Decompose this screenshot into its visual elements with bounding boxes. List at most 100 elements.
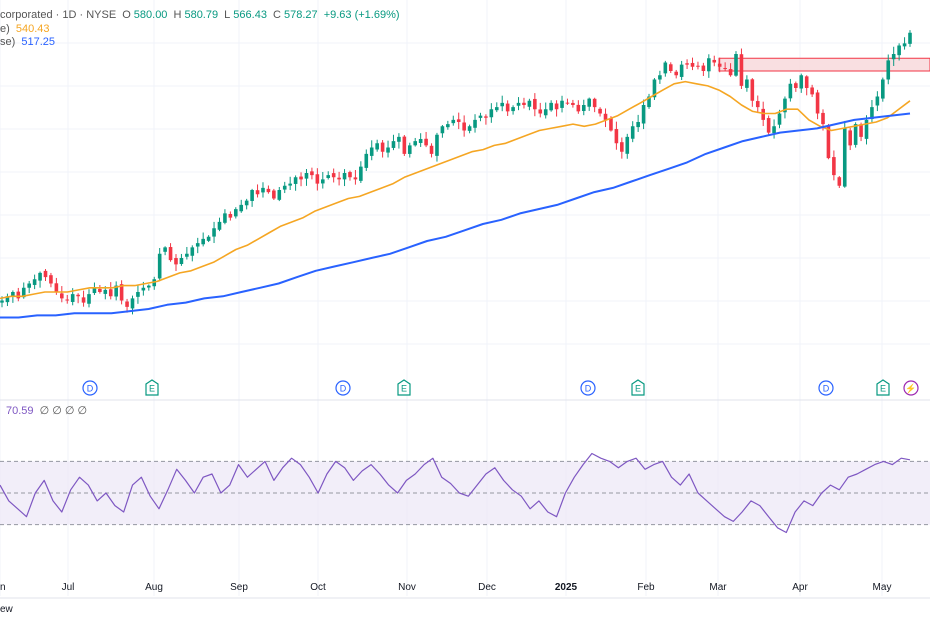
- event-marker-label: D: [87, 384, 94, 394]
- candle-body: [788, 83, 793, 99]
- candle-body: [505, 103, 510, 112]
- candle-body: [402, 136, 407, 154]
- candle-body: [212, 228, 216, 237]
- rsi-value: 70.59: [6, 405, 34, 417]
- resistance-zone: [718, 57, 930, 72]
- event-marker-label: ⚡: [905, 383, 916, 395]
- candle-body: [625, 136, 630, 154]
- candle-body: [185, 253, 189, 257]
- candle-body: [233, 209, 238, 217]
- candle-body: [136, 292, 140, 297]
- candle-body: [239, 204, 244, 212]
- dividend-marker: [580, 380, 596, 396]
- candle-body: [772, 126, 776, 134]
- x-axis-tick-label: n: [0, 582, 6, 593]
- close-label: C: [273, 9, 281, 21]
- candle-body: [440, 126, 445, 134]
- candle-body: [320, 179, 325, 184]
- candle-body: [690, 62, 695, 67]
- candle-body: [462, 122, 466, 131]
- candle-body: [375, 143, 379, 150]
- candle-body: [223, 213, 227, 223]
- candle-body: [609, 118, 613, 131]
- candle-body: [87, 294, 91, 304]
- candle-body: [407, 145, 412, 154]
- candle-body: [141, 287, 146, 291]
- candle-body: [299, 176, 303, 180]
- ma50-value: 540.43: [15, 23, 50, 35]
- candle-body: [663, 62, 668, 74]
- candle-body: [794, 83, 798, 88]
- x-axis-tick-label: May: [873, 582, 892, 593]
- candle-body: [310, 171, 314, 176]
- candle-body: [821, 112, 825, 125]
- candle-body: [446, 124, 450, 128]
- candle-body: [494, 107, 499, 111]
- earnings-marker: [631, 379, 645, 396]
- candle-body: [516, 102, 521, 106]
- candle-body: [5, 296, 10, 303]
- candle-body: [565, 102, 570, 104]
- candle-body: [397, 136, 401, 142]
- candle-body: [217, 221, 222, 230]
- event-marker-label: E: [880, 384, 886, 394]
- candle-body: [103, 289, 108, 294]
- x-axis-tick-label: Sep: [230, 582, 248, 593]
- candle-body: [92, 287, 97, 294]
- candle-body: [712, 59, 717, 63]
- candle-body: [348, 172, 352, 178]
- candle-body: [163, 247, 167, 252]
- earnings-marker: [397, 379, 411, 396]
- candle-body: [826, 125, 831, 159]
- candle-body: [647, 96, 651, 108]
- candle-body: [533, 98, 537, 110]
- x-axis-tick-label: Oct: [310, 582, 326, 593]
- open-value: 580.00: [133, 9, 168, 21]
- candle-body: [353, 177, 358, 180]
- candle-body: [201, 238, 205, 245]
- candle-body: [282, 185, 287, 190]
- candle-body: [870, 107, 874, 120]
- event-marker-label: D: [585, 384, 592, 394]
- candle-body: [478, 115, 483, 118]
- candle-body: [522, 102, 526, 105]
- candle-body: [326, 175, 331, 178]
- candle-body: [261, 187, 265, 193]
- candle-body: [168, 247, 173, 261]
- candle-body: [38, 272, 42, 281]
- candle-body: [244, 200, 249, 206]
- ma50-label: e): [0, 23, 10, 35]
- candle-body: [429, 145, 434, 154]
- x-axis-tick-label: Dec: [478, 582, 496, 593]
- candle-body: [554, 103, 559, 110]
- candle-body: [723, 68, 727, 70]
- candle-body: [511, 107, 515, 112]
- candle-body: [707, 58, 711, 72]
- candle-body: [630, 126, 635, 139]
- x-axis-tick-label: Apr: [792, 582, 808, 593]
- candle-body: [652, 79, 657, 98]
- candle-body: [549, 102, 553, 111]
- candle-body: [848, 130, 852, 146]
- candle-body: [255, 190, 260, 195]
- candle-body: [620, 142, 624, 152]
- candle-body: [755, 101, 760, 108]
- event-marker-label: D: [823, 384, 830, 394]
- rsi-legend: 70.59 ∅ ∅ ∅ ∅: [6, 404, 90, 417]
- candle-body: [277, 190, 282, 200]
- candle-body: [304, 173, 309, 179]
- x-axis-tick-label: Jul: [62, 582, 75, 593]
- rsi-line: [0, 452, 911, 534]
- candle-body: [679, 64, 684, 77]
- dividend-marker: [818, 380, 834, 396]
- candle-body: [125, 301, 129, 307]
- candle-body: [369, 147, 374, 156]
- candle-body: [43, 270, 48, 278]
- candle-body: [21, 287, 26, 298]
- candle-body: [179, 258, 184, 265]
- candle-body: [571, 102, 575, 105]
- x-axis-tick-label: Aug: [145, 582, 163, 593]
- candle-body: [190, 247, 195, 256]
- candle-body: [342, 173, 347, 180]
